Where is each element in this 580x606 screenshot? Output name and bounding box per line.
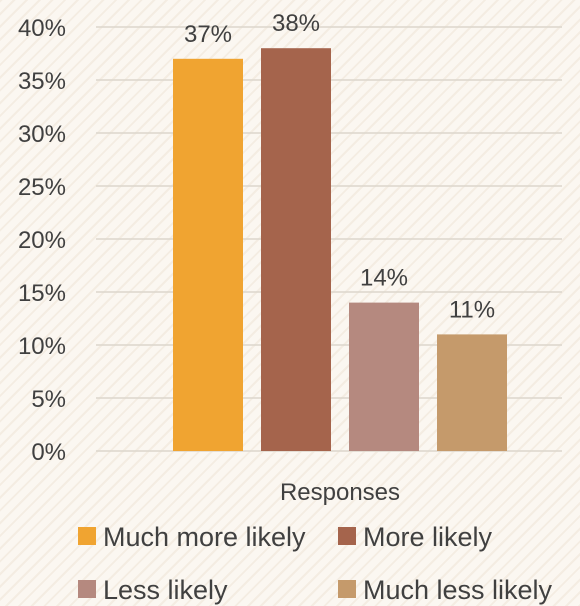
bar xyxy=(349,302,419,451)
y-tick-label: 40% xyxy=(18,15,66,42)
legend-label: More likely xyxy=(363,522,493,552)
y-tick-label: 0% xyxy=(31,439,66,466)
bar-value-label: 37% xyxy=(184,21,232,48)
bars xyxy=(173,48,507,452)
legend-entry: More likely xyxy=(338,522,493,552)
data-labels: 37% 38% 14% 11% xyxy=(184,10,495,323)
bar xyxy=(173,58,243,452)
legend-swatch xyxy=(338,580,356,598)
y-tick-label: 20% xyxy=(18,227,66,254)
bar-value-label: 38% xyxy=(272,10,320,37)
legend: Much more likely More likely Less likely Mu… xyxy=(78,522,553,605)
legend-swatch xyxy=(78,580,96,598)
legend-entry: Much more likely xyxy=(78,522,306,552)
bar-value-label: 11% xyxy=(449,296,495,323)
legend-label: Less likely xyxy=(103,575,228,605)
y-tick-label: 35% xyxy=(18,68,66,95)
legend-label: Much less likely xyxy=(363,575,553,605)
y-tick-label: 10% xyxy=(18,333,66,360)
legend-label: Much more likely xyxy=(103,522,306,552)
legend-swatch xyxy=(338,527,356,545)
bar xyxy=(261,48,331,451)
bar-value-label: 14% xyxy=(360,265,408,292)
legend-swatch xyxy=(78,527,96,545)
y-axis-tick-labels: 0% 5% 10% 15% 20% 25% 30% 35% 40% xyxy=(18,15,66,466)
x-axis-title: Responses xyxy=(280,479,400,506)
legend-entry: Less likely xyxy=(78,575,228,605)
y-tick-label: 30% xyxy=(18,121,66,148)
bar xyxy=(437,334,507,451)
y-tick-label: 25% xyxy=(18,174,66,201)
y-tick-label: 15% xyxy=(18,280,66,307)
legend-entry: Much less likely xyxy=(338,575,553,605)
y-tick-label: 5% xyxy=(31,386,66,413)
